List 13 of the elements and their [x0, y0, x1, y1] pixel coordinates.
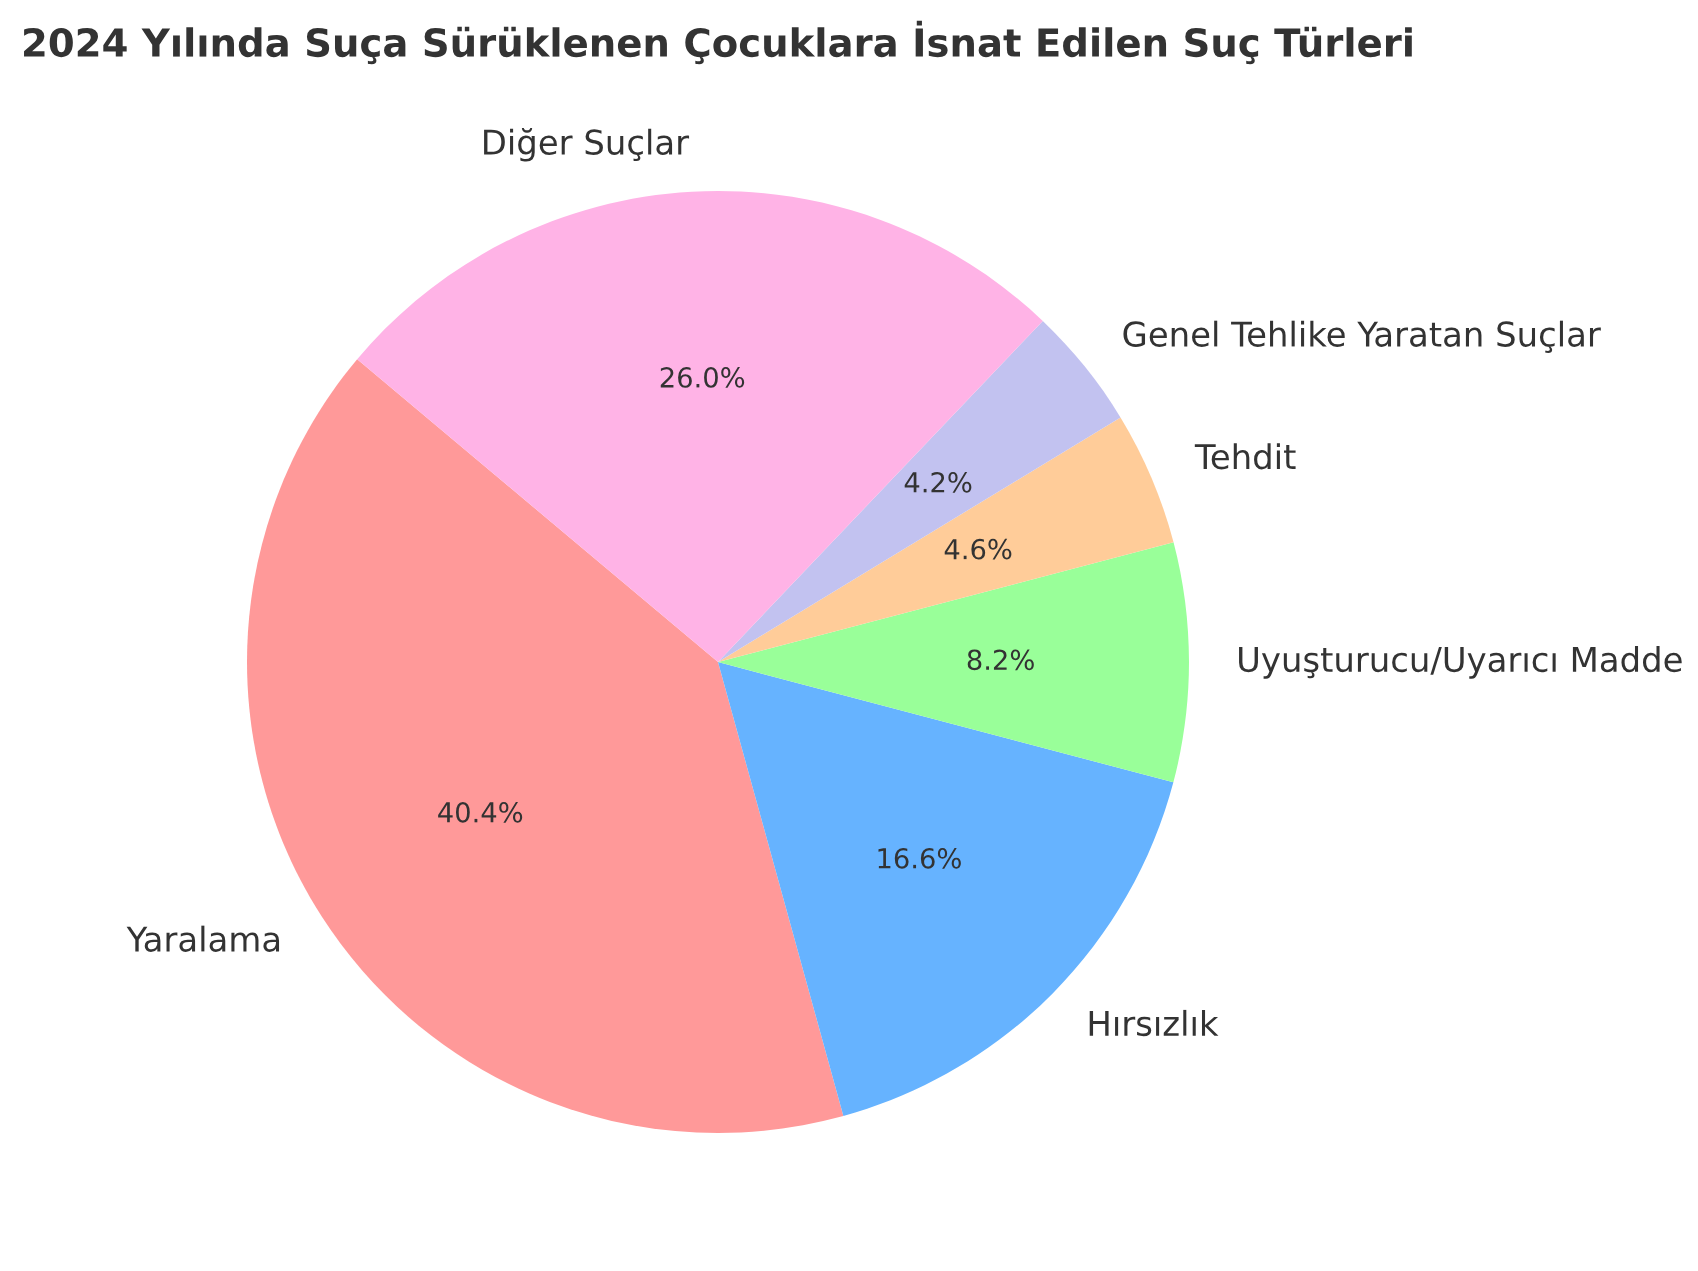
data-label: 16.6%: [878, 847, 961, 869]
data-label: 4.2%: [904, 472, 972, 493]
data-label: 40.4%: [438, 802, 523, 823]
slice-label: Uyuşturucu/Uyarıcı Madde: [1239, 645, 1682, 679]
slice-label: Diğer Suçlar: [484, 127, 690, 162]
data-label: 26.0%: [660, 367, 745, 388]
data-label: 4.6%: [944, 538, 1012, 560]
slice-label: Genel Tehlike Yaratan Suçlar: [1123, 320, 1601, 353]
slice-label: Hırsızlık: [1089, 1009, 1219, 1037]
slice-label: Yaralama: [126, 925, 280, 952]
slice-label: Tehdit: [1194, 443, 1296, 470]
data-label: 8.2%: [967, 649, 1034, 671]
chart-title: 2024 Yılında Suça Sürüklenen Çocuklara İsnat Edilen Suç Türleri: [24, 20, 1412, 65]
